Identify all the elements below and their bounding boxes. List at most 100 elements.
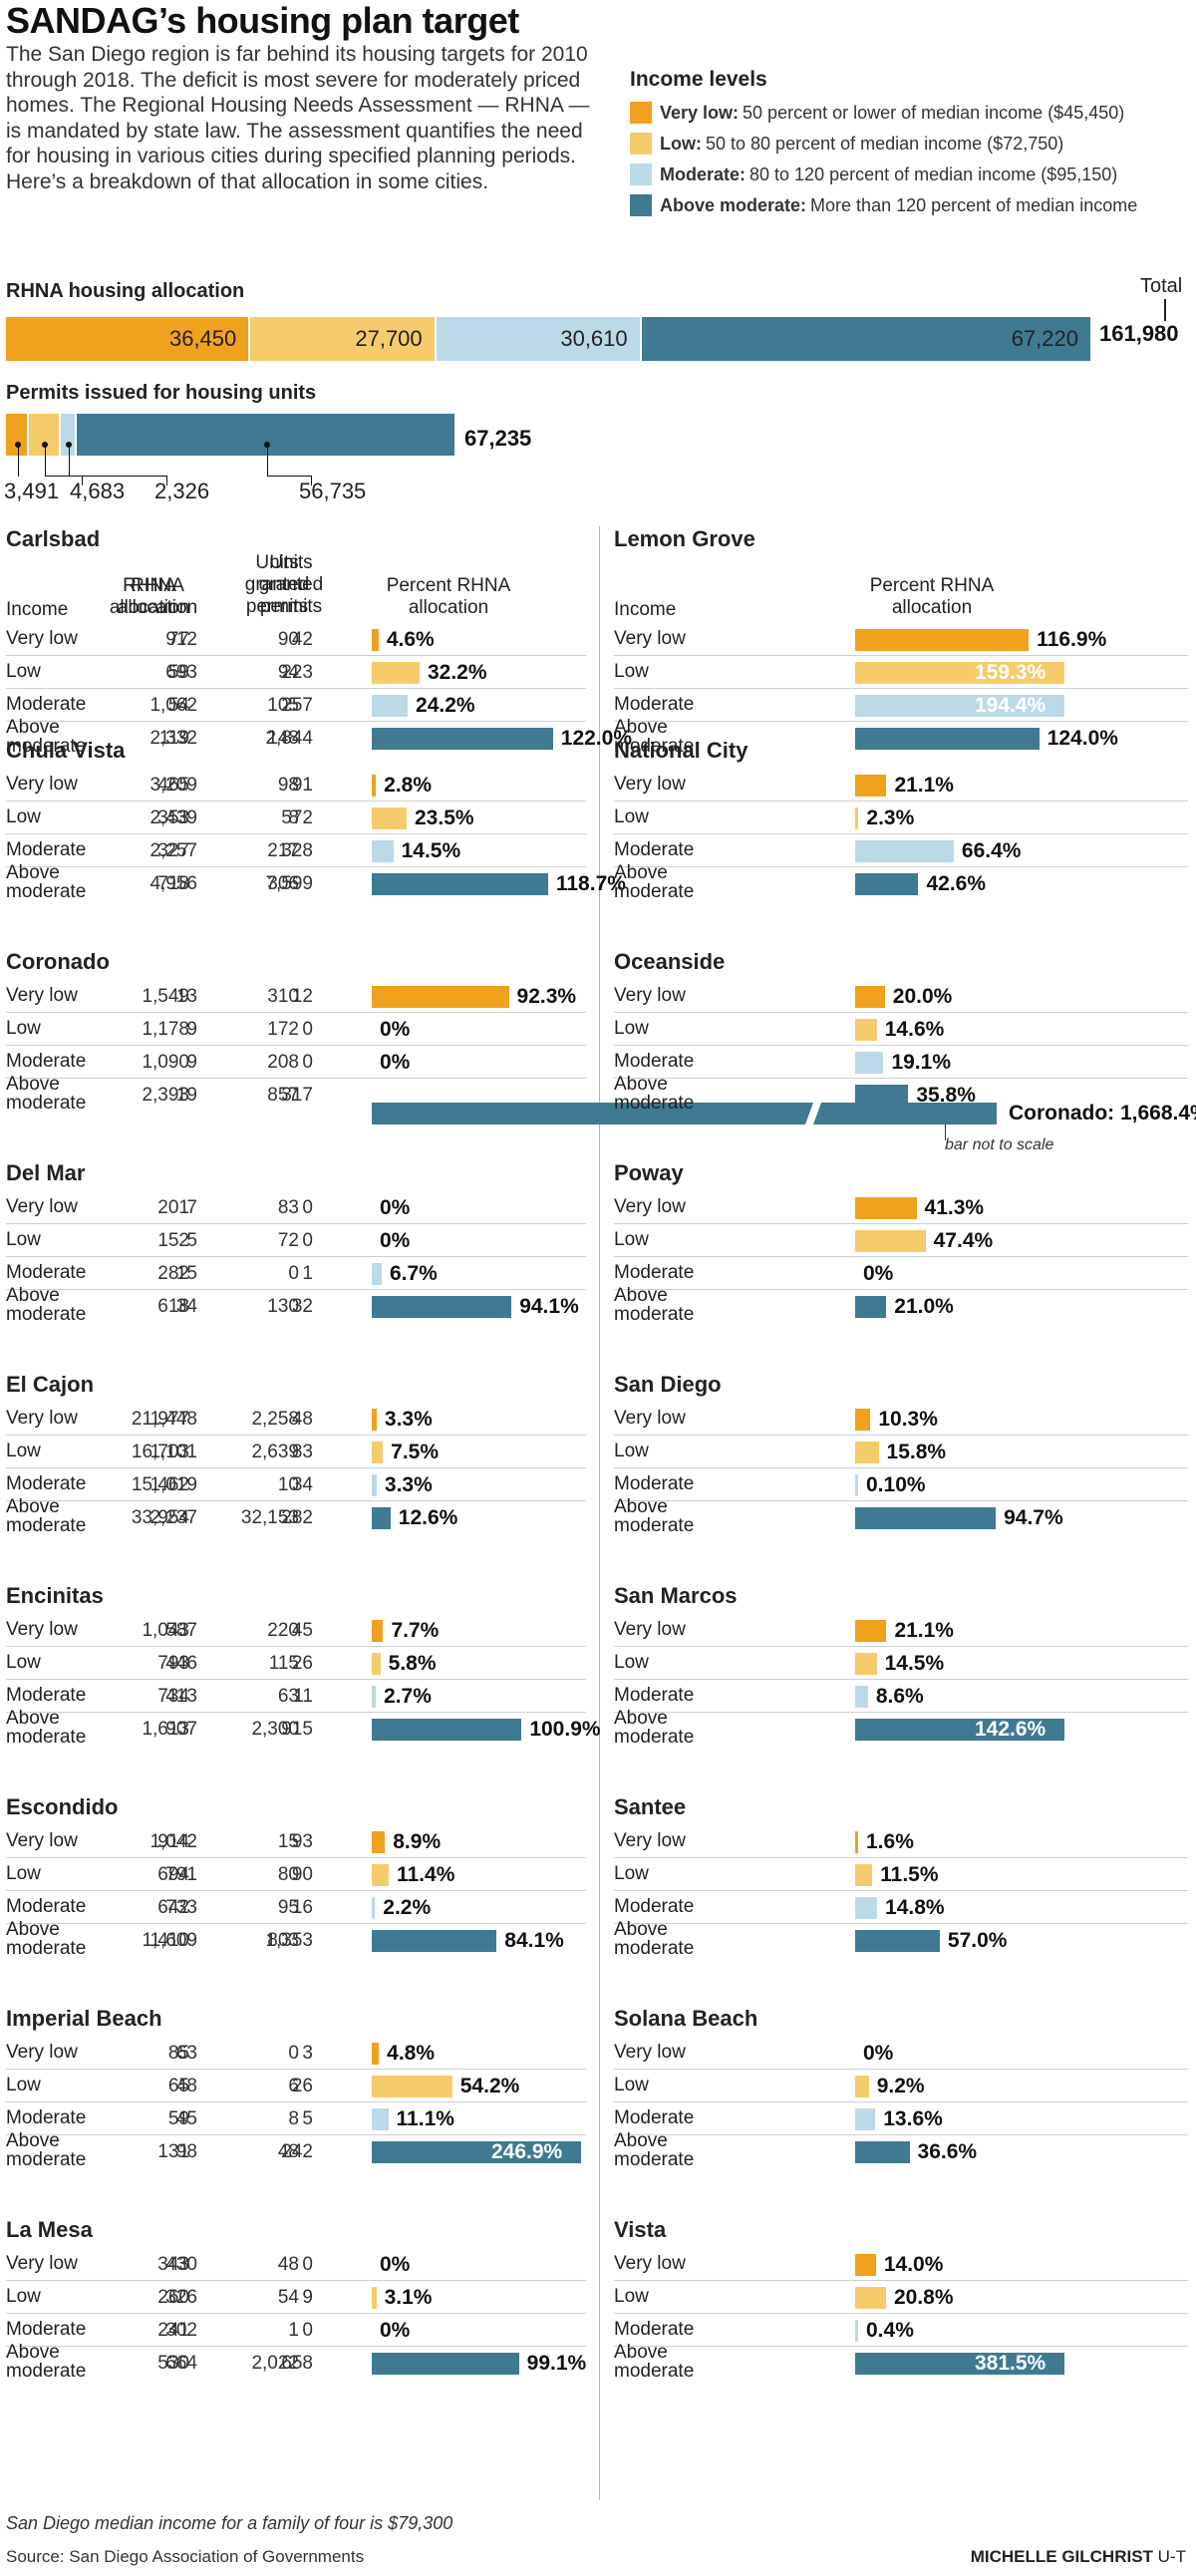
row-label: Low	[614, 661, 649, 682]
percent-bar	[855, 1442, 879, 1463]
rhna-bar-label: 27,700	[355, 326, 423, 351]
row-label: Low	[614, 806, 649, 827]
rhna-value: 413	[165, 1686, 197, 1707]
percent-bar	[372, 695, 409, 717]
row-label: Above moderate	[6, 1496, 87, 1536]
percent-label: 2.3%	[866, 806, 915, 829]
row-label: Very low	[6, 1830, 78, 1851]
rhna-value: 907	[165, 1719, 197, 1740]
row-label: Moderate	[614, 2319, 695, 2340]
units-value: 257	[281, 695, 313, 716]
row-label: Low	[614, 1229, 649, 1250]
units-value: 242	[281, 2141, 313, 2162]
rhna-header: RHNA allocation	[109, 575, 190, 618]
callout-line	[68, 445, 70, 477]
percent-label: 8.6%	[875, 1685, 924, 1708]
row-label: Low	[6, 2075, 41, 2095]
percent-bar	[855, 2254, 876, 2276]
percent-bar	[372, 1686, 377, 1708]
rhna-value: 15,462	[131, 1474, 189, 1495]
units-value: 90	[291, 1864, 313, 1885]
percent-label: 66.4%	[961, 839, 1022, 862]
rhna-value: 912	[165, 629, 197, 650]
row-label: Moderate	[6, 1262, 87, 1283]
percent-bar	[372, 2141, 581, 2163]
units-value: 172	[267, 1019, 299, 1040]
percent-label: 159.3%	[975, 661, 1046, 684]
percent-label: 0%	[380, 2319, 411, 2342]
rhna-value: 16,703	[131, 1442, 189, 1462]
percent-bar	[855, 1620, 887, 1642]
row-label: Moderate	[6, 2107, 87, 2128]
rhna-value: 1,019	[150, 1474, 197, 1495]
percent-label: 5.8%	[388, 1652, 437, 1675]
rhna-value: 2,332	[150, 728, 197, 749]
row-label: Above moderate	[6, 1708, 87, 1748]
rhna-bar-label: 30,610	[560, 326, 628, 351]
percent-bar	[372, 775, 377, 797]
row-divider	[6, 833, 586, 834]
percent-bar	[372, 807, 407, 829]
percent-bar	[855, 1507, 997, 1529]
percent-label: 246.9%	[491, 2140, 563, 2163]
units-value: 0	[288, 2043, 299, 2064]
units-value: 1	[302, 1263, 313, 1284]
row-divider	[6, 721, 586, 722]
legend-swatch	[630, 102, 652, 124]
percent-label: 21.1%	[894, 774, 954, 797]
units-value: 857	[267, 1085, 299, 1106]
city-name: Poway	[614, 1160, 684, 1185]
callout-line	[17, 445, 19, 477]
row-label: Above moderate	[614, 2130, 695, 2170]
units-value: 12	[291, 986, 313, 1007]
rhna-value: 791	[165, 1864, 197, 1885]
percent-bar	[855, 2287, 886, 2309]
units-value: 3	[302, 2043, 313, 2064]
percent-bar	[372, 2043, 380, 2065]
city-name: National City	[614, 738, 748, 763]
units-value: 2,258	[251, 1409, 299, 1430]
city-name: Coronado	[6, 949, 110, 974]
rhna-bar-label: 67,220	[1011, 326, 1078, 351]
row-label: Above moderate	[614, 1496, 695, 1536]
row-divider	[614, 1890, 1188, 1891]
city-name: Solana Beach	[614, 2006, 758, 2031]
rhna-total-value: 161,980	[1099, 321, 1179, 346]
bar-not-to-scale-note: bar not to scale	[945, 1136, 1054, 1153]
credit-org: U-T	[1157, 2547, 1186, 2566]
units-value: 48	[277, 2141, 299, 2162]
units-value: 26	[291, 2076, 313, 2096]
income-header: Income	[614, 599, 677, 620]
percent-bar	[372, 840, 394, 862]
row-divider	[6, 1289, 586, 1290]
percent-bar	[855, 1230, 926, 1252]
rhna-value: 693	[165, 662, 197, 683]
percent-label: 0%	[380, 1018, 411, 1041]
percent-label: 0%	[380, 1229, 411, 1252]
units-value: 83	[277, 1197, 299, 1218]
rhna-value: 15	[175, 1263, 197, 1284]
credit: MICHELLE GILCHRIST U-T	[971, 2547, 1186, 2567]
city-name: Escondido	[6, 1794, 119, 1819]
percent-label: 12.6%	[398, 1506, 458, 1529]
row-label: Above moderate	[6, 2130, 87, 2170]
percent-label: 4.8%	[387, 2042, 436, 2065]
percent-label: 24.2%	[416, 694, 475, 717]
percent-label: 54.2%	[459, 2075, 520, 2097]
permits-chart-title: Permits issued for housing units	[6, 382, 317, 404]
percent-bar	[855, 1864, 873, 1886]
row-divider	[614, 1679, 1188, 1680]
rhna-value: 2,237	[150, 1507, 197, 1528]
callout-line	[266, 476, 311, 477]
legend-swatch	[630, 133, 652, 155]
callout-line	[45, 445, 47, 477]
row-label: Above moderate	[6, 2342, 87, 2382]
row-divider	[614, 1012, 1188, 1013]
row-label: Moderate	[614, 1896, 695, 1917]
rhna-value: 59	[167, 2108, 189, 2129]
percent-label: 381.5%	[975, 2352, 1046, 2375]
units-value: 0	[302, 1197, 313, 1218]
rhna-value: 7	[186, 1197, 197, 1218]
percent-bar	[372, 2076, 452, 2097]
total-label: Total	[1140, 275, 1183, 297]
